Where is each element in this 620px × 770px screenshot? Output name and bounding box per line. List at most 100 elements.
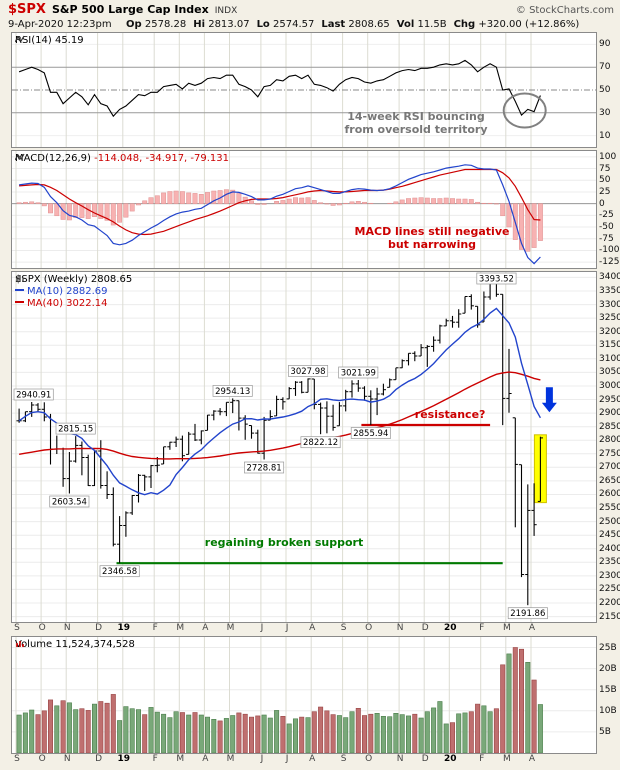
macd-title: MACD(12,26,9): [15, 153, 91, 164]
index-name: S&P 500 Large Cap Index: [51, 3, 209, 16]
svg-text:2346.58: 2346.58: [102, 567, 137, 577]
month-label: J: [285, 754, 289, 764]
quote-last-label: Last: [321, 19, 346, 30]
chart-header: $SPX S&P 500 Large Cap Index INDX © Stoc…: [8, 2, 614, 30]
quote-open-label: Op: [126, 19, 142, 30]
svg-text:2191.86: 2191.86: [510, 609, 545, 619]
svg-text:2855.94: 2855.94: [353, 429, 388, 439]
month-label: N: [63, 623, 71, 633]
month-label: 20: [444, 754, 457, 764]
price-legend: $SPX (Weekly) 2808.65 MA(10) 2882.69 MA(…: [15, 274, 132, 310]
axis-tick-label: 2850: [599, 421, 620, 432]
svg-text:3393.52: 3393.52: [479, 275, 514, 285]
month-label: N: [396, 754, 404, 764]
quote-high-value: 2813.07: [208, 19, 250, 30]
ma40-line-icon: [15, 301, 24, 303]
month-label: O: [38, 754, 46, 764]
quote-volume-label: Vol: [396, 19, 415, 30]
month-label: M: [502, 754, 511, 764]
month-label: 20: [444, 623, 457, 633]
axis-tick-label: 2400: [599, 543, 620, 554]
axis-tick-label: 2700: [599, 462, 620, 473]
axis-tick-label: 3150: [599, 340, 620, 351]
quote-volume: Vol 11.5B: [397, 19, 447, 30]
axis-tick-label: 50: [599, 175, 611, 186]
quote-change: Chg +320.00 (+12.86%): [454, 19, 580, 30]
axis-tick-label: -125: [599, 257, 620, 268]
ma40-label: MA(40) 3022.14: [27, 298, 108, 309]
month-label: F: [152, 754, 158, 764]
exchange-label: INDX: [214, 6, 238, 16]
month-label: A: [202, 754, 209, 764]
month-gridlines: [15, 272, 532, 622]
svg-text:2822.12: 2822.12: [303, 438, 338, 448]
axis-tick-label: 15B: [599, 684, 617, 695]
axis-tick-label: 0: [599, 198, 605, 209]
volume-panel: Volume 11,524,374,528: [11, 636, 597, 754]
ticker-symbol: $SPX: [8, 2, 46, 17]
price-plot: regaining broken supportresistance?2940.…: [12, 272, 596, 622]
month-label: S: [14, 623, 20, 633]
svg-text:3027.98: 3027.98: [290, 367, 325, 377]
volume-style-icon: [16, 641, 24, 647]
axis-tick-label: 10: [599, 130, 611, 141]
month-label: A: [309, 623, 316, 633]
month-label: A: [528, 754, 536, 764]
ma40-line: [18, 371, 541, 460]
month-label: M: [226, 623, 235, 633]
month-label: J: [260, 754, 264, 764]
rsi-style-icon: [15, 35, 25, 43]
axis-tick-label: -25: [599, 210, 614, 221]
macd-signal-line: [19, 168, 541, 236]
month-label: F: [152, 623, 158, 633]
axis-tick-label: 75: [599, 163, 611, 174]
axis-tick-label: 3100: [599, 353, 620, 364]
quote-high: Hi 2813.07: [193, 19, 249, 30]
quote-change-label: Chg: [453, 19, 476, 30]
svg-text:14-week RSI bouncing: 14-week RSI bouncing: [347, 110, 485, 123]
month-label: A: [202, 623, 209, 633]
svg-text:2603.54: 2603.54: [52, 498, 87, 508]
axis-tick-label: 2800: [599, 435, 620, 446]
support-annotation: regaining broken support: [205, 536, 363, 549]
macd-legend: MACD(12,26,9) -114.048, -34.917, -79.131: [15, 153, 229, 165]
rsi-panel: 14-week RSI bouncing from oversold territ…: [11, 32, 597, 148]
svg-text:2954.13: 2954.13: [215, 387, 250, 397]
axis-tick-label: 2300: [599, 570, 620, 581]
price-point-labels: 2940.91 2815.15 2603.54 2346.58 2954.13 2728.…: [13, 272, 548, 619]
svg-text:but narrowing: but narrowing: [388, 238, 476, 251]
macd-values: -114.048, -34.917, -79.131: [94, 153, 230, 164]
axis-tick-label: 2450: [599, 530, 620, 541]
price-x-axis-labels: S O N D 19 F M A M J J A S O N D 20 F M A: [12, 623, 608, 635]
axis-tick-label: 90: [599, 39, 611, 50]
macd-style-icon: [15, 153, 25, 161]
volume-legend: Volume 11,524,374,528: [15, 639, 135, 651]
month-label: M: [176, 623, 185, 633]
axis-tick-label: 3350: [599, 285, 620, 296]
volume-title: Volume 11,524,374,528: [15, 639, 135, 650]
resistance-annotation: resistance?: [415, 408, 486, 421]
axis-tick-label: 2550: [599, 503, 620, 514]
month-label: M: [226, 754, 235, 764]
ma10-line-icon: [15, 289, 24, 291]
price-style-icon: [16, 275, 24, 282]
axis-tick-label: 2350: [599, 557, 620, 568]
month-label: A: [528, 623, 536, 633]
quote-volume-value: 11.5B: [417, 19, 447, 30]
quote-last-value: 2808.65: [348, 19, 390, 30]
svg-text:from oversold territory: from oversold territory: [345, 123, 488, 136]
volume-x-axis-labels: S O N D 19 F M A M J J A S O N D 20 F M A: [12, 754, 608, 766]
price-y-axis: 3400 3350 3300 3250 3200 3150 3100 3050 3000 2950…: [598, 272, 620, 622]
quote-low: Lo 2574.57: [257, 19, 315, 30]
axis-tick-label: -50: [599, 222, 614, 233]
volume-y-axis: 25B 20B 15B 10B 5B: [598, 637, 620, 753]
month-label: J: [285, 623, 289, 633]
rsi-title: RSI(14) 45.19: [15, 35, 84, 46]
month-label: F: [479, 754, 485, 764]
quote-high-label: Hi: [193, 19, 206, 30]
header-title-row: $SPX S&P 500 Large Cap Index INDX © Stoc…: [8, 2, 614, 17]
svg-text:2728.81: 2728.81: [247, 464, 282, 474]
axis-tick-label: 3300: [599, 299, 620, 310]
